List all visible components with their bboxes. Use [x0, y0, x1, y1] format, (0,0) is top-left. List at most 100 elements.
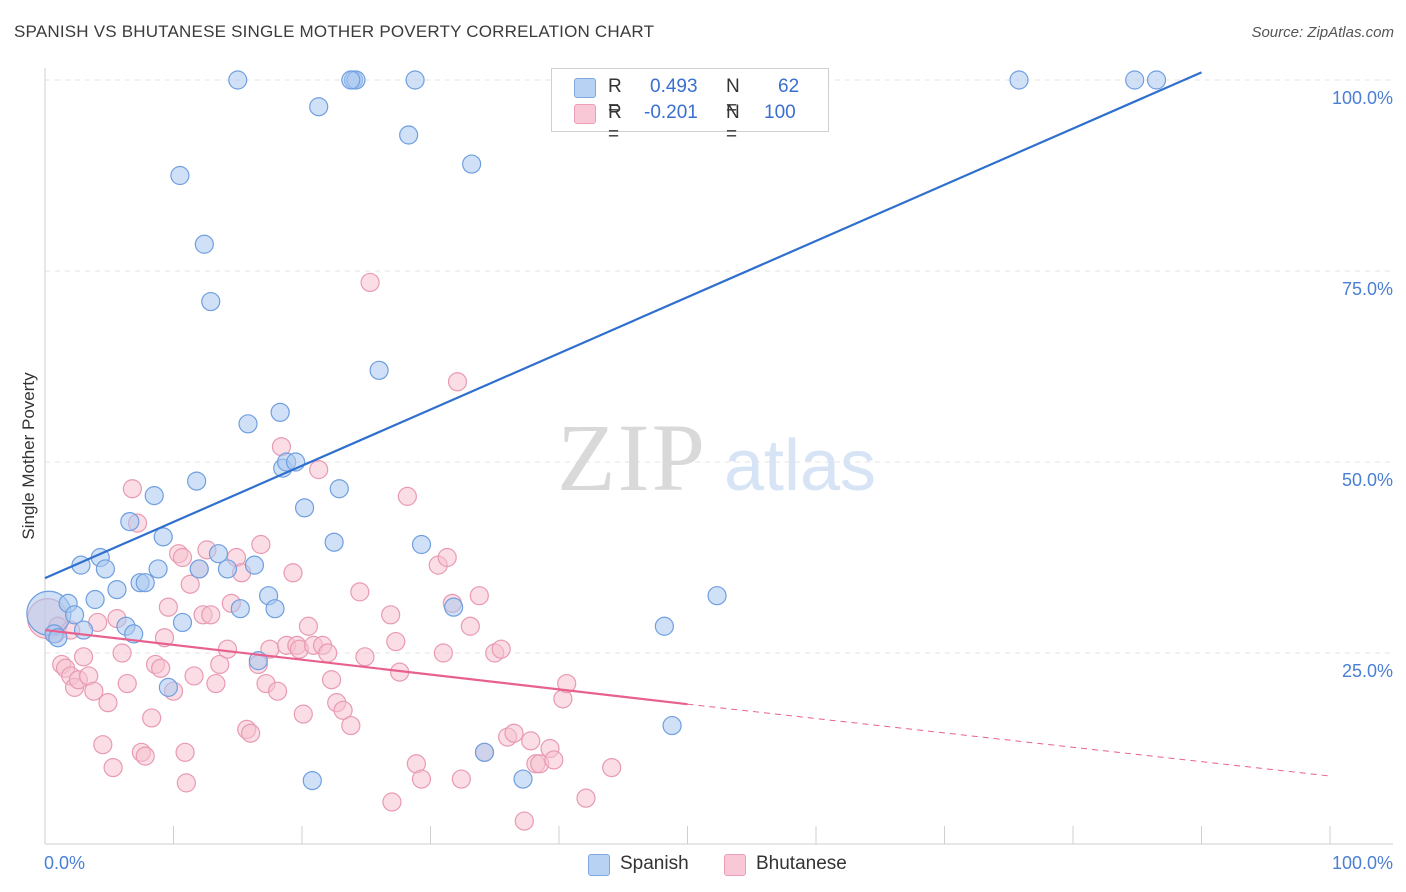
legend-label-spanish: Spanish	[620, 853, 689, 874]
bhutanese-point	[491, 639, 511, 659]
source-label: Source: ZipAtlas.com	[1251, 24, 1394, 41]
spanish-point	[158, 677, 178, 697]
bhutanese-point	[241, 723, 261, 743]
bhutanese-point	[411, 769, 432, 789]
bhutanese-point	[447, 372, 468, 392]
spanish-point	[444, 597, 464, 617]
spanish-point	[662, 715, 682, 736]
bhutanese-point	[469, 586, 489, 606]
legend-r-label: R =	[608, 76, 622, 119]
spanish-point	[462, 154, 482, 174]
spanish-point	[124, 624, 144, 644]
bhutanese-swatch	[574, 104, 596, 124]
legend-n-value: 62	[778, 76, 800, 97]
spanish-point	[144, 486, 164, 506]
spanish-point	[187, 471, 207, 491]
bhutanese-point	[117, 673, 137, 694]
spanish-point	[329, 479, 349, 499]
bhutanese-point	[98, 693, 118, 713]
spanish-point	[474, 742, 495, 762]
bhutanese-point	[437, 547, 457, 568]
bhutanese-point	[360, 272, 380, 293]
spanish-trend-line	[44, 71, 1202, 580]
spanish-point	[170, 165, 190, 186]
bhutanese-point	[355, 647, 375, 667]
spanish-point	[265, 599, 285, 619]
spanish-series	[26, 70, 1167, 791]
spanish-point	[107, 579, 127, 600]
bhutanese-point	[576, 788, 596, 808]
bhutanese-point	[433, 643, 453, 663]
spanish-point	[341, 70, 361, 90]
bhutanese-point	[309, 460, 329, 480]
spanish-point	[189, 559, 209, 579]
bhutanese-swatch	[724, 854, 746, 876]
spanish-point	[48, 628, 68, 648]
bhutanese-point	[180, 574, 200, 594]
bhutanese-point	[267, 681, 288, 701]
bhutanese-point	[293, 704, 313, 724]
spanish-point	[238, 414, 258, 434]
spanish-point	[294, 498, 315, 518]
spanish-swatch	[574, 78, 596, 98]
spanish-point	[201, 291, 221, 312]
trend-lines	[44, 71, 1331, 777]
chart-title: SPANISH VS BHUTANESE SINGLE MOTHER POVER…	[14, 22, 655, 41]
bhutanese-point	[283, 563, 303, 583]
watermark-atlas: atlas	[724, 426, 876, 506]
bhutanese-point	[382, 792, 402, 812]
legend-n-label: N =	[726, 76, 740, 119]
bhutanese-point	[318, 643, 338, 663]
x-tick-label: 0.0%	[44, 853, 85, 873]
bhutanese-point	[142, 708, 162, 728]
tick-labels: 25.0% 50.0% 75.0% 100.0% 0.0% 100.0%	[44, 88, 1393, 873]
spanish-point	[1009, 70, 1029, 90]
bhutanese-point	[333, 700, 353, 720]
bhutanese-trend-extension	[687, 703, 1331, 777]
spanish-point	[217, 559, 238, 579]
spanish-point	[153, 527, 173, 547]
spanish-point	[707, 586, 727, 606]
spanish-point	[244, 555, 265, 575]
bhutanese-point	[386, 631, 406, 652]
spanish-point	[270, 402, 290, 422]
spanish-point	[135, 573, 155, 593]
bhutanese-point	[514, 811, 534, 831]
spanish-point	[411, 534, 432, 555]
spanish-point	[654, 616, 674, 636]
y-axis-label: Single Mother Poverty	[19, 372, 38, 540]
bhutanese-point	[158, 597, 178, 617]
spanish-point	[228, 70, 248, 90]
bhutanese-point	[460, 616, 480, 636]
bhutanese-point	[112, 643, 132, 663]
spanish-point	[309, 97, 329, 117]
bhutanese-point	[176, 773, 196, 793]
bhutanese-point	[122, 479, 142, 499]
legend-label-bhutanese: Bhutanese	[756, 853, 847, 874]
bhutanese-point	[184, 666, 204, 686]
spanish-point	[369, 360, 389, 380]
legend-r-value: 0.493	[650, 76, 698, 97]
spanish-point	[73, 620, 94, 640]
bhutanese-point	[321, 670, 342, 690]
bhutanese-point	[135, 746, 155, 766]
spanish-point	[95, 559, 115, 579]
correlation-legend: R = 0.493 N = 62 R = -0.201 N = 100	[551, 68, 829, 145]
bhutanese-point	[217, 639, 238, 659]
bhutanese-point	[251, 534, 271, 555]
spanish-point	[120, 511, 140, 532]
spanish-point	[513, 769, 533, 789]
watermark-zip: ZIP	[557, 404, 707, 511]
spanish-point	[1125, 70, 1145, 90]
spanish-point	[302, 770, 322, 791]
bhutanese-point	[397, 486, 417, 506]
bhutanese-point	[341, 715, 361, 736]
zipatlas-watermark: ZIP atlas	[557, 404, 876, 511]
bhutanese-point	[172, 547, 193, 568]
spanish-point	[399, 125, 419, 145]
y-tick-label: 100.0%	[1332, 88, 1393, 108]
axes	[44, 68, 1393, 845]
spanish-point	[64, 605, 85, 625]
bhutanese-point	[381, 605, 401, 625]
